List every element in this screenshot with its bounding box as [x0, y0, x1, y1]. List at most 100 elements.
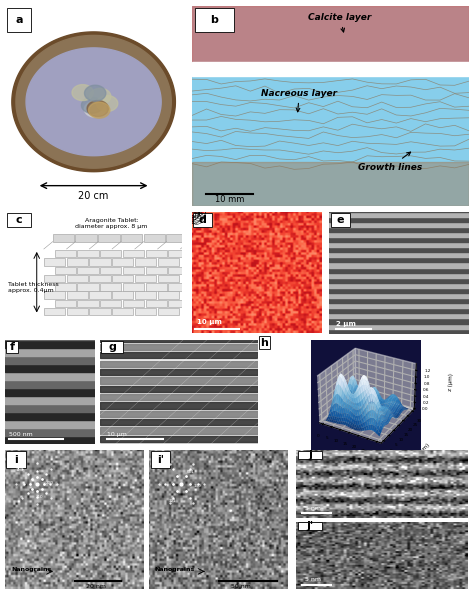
FancyBboxPatch shape: [195, 8, 234, 32]
Bar: [135, 291, 156, 299]
Polygon shape: [192, 6, 469, 66]
Polygon shape: [329, 324, 469, 328]
Text: e: e: [337, 215, 345, 225]
Bar: [66, 275, 88, 282]
Bar: [77, 300, 99, 307]
Polygon shape: [5, 381, 95, 388]
Polygon shape: [329, 283, 469, 288]
Bar: [135, 258, 156, 266]
Bar: [44, 275, 65, 282]
Polygon shape: [90, 88, 111, 104]
Polygon shape: [329, 268, 469, 272]
Text: 10 mm: 10 mm: [215, 195, 244, 204]
Text: 10 μm: 10 μm: [197, 319, 222, 325]
Bar: [112, 291, 133, 299]
Bar: [66, 308, 88, 315]
Polygon shape: [100, 444, 258, 451]
Bar: [157, 308, 179, 315]
Polygon shape: [100, 344, 258, 350]
Bar: [135, 275, 156, 282]
Text: 20 nm: 20 nm: [86, 583, 106, 589]
Text: a: a: [15, 15, 23, 25]
Bar: [146, 250, 167, 257]
Polygon shape: [72, 85, 93, 101]
Polygon shape: [329, 299, 469, 303]
Bar: [55, 283, 76, 290]
Polygon shape: [166, 234, 188, 241]
Polygon shape: [100, 369, 258, 375]
Polygon shape: [5, 372, 95, 380]
Polygon shape: [98, 234, 119, 241]
Polygon shape: [329, 278, 469, 283]
Bar: [123, 300, 144, 307]
Text: Aragonite Tablet:
diameter approx. 8 μm: Aragonite Tablet: diameter approx. 8 μm: [75, 218, 147, 229]
Polygon shape: [5, 349, 95, 356]
Polygon shape: [5, 389, 95, 396]
Text: Nanograins: Nanograins: [12, 567, 52, 572]
Text: b: b: [210, 15, 218, 25]
Bar: [44, 308, 65, 315]
X-axis label: x (μm): x (μm): [326, 459, 344, 470]
Bar: [89, 258, 110, 266]
Polygon shape: [87, 101, 109, 116]
FancyBboxPatch shape: [7, 213, 31, 228]
Polygon shape: [329, 237, 469, 242]
Bar: [77, 283, 99, 290]
Polygon shape: [100, 319, 258, 325]
Bar: [168, 266, 190, 274]
Polygon shape: [329, 227, 469, 232]
Text: j: j: [308, 450, 312, 460]
Polygon shape: [100, 386, 258, 392]
Polygon shape: [96, 95, 118, 111]
Polygon shape: [26, 48, 161, 156]
Text: 20 cm: 20 cm: [78, 191, 109, 201]
Polygon shape: [84, 85, 106, 101]
FancyBboxPatch shape: [7, 8, 31, 32]
Polygon shape: [75, 234, 97, 241]
Text: 5 nm: 5 nm: [305, 578, 321, 582]
FancyBboxPatch shape: [298, 522, 322, 530]
Bar: [44, 291, 65, 299]
Polygon shape: [329, 319, 469, 324]
Polygon shape: [100, 402, 258, 409]
Bar: [168, 300, 190, 307]
Polygon shape: [100, 352, 258, 359]
Text: Calcite layer: Calcite layer: [309, 13, 372, 32]
Bar: [123, 266, 144, 274]
Text: 10 μm: 10 μm: [108, 432, 128, 437]
Y-axis label: y (μm): y (μm): [414, 442, 431, 458]
Text: g: g: [108, 342, 116, 352]
Polygon shape: [192, 62, 469, 76]
Polygon shape: [5, 421, 95, 428]
Polygon shape: [329, 273, 469, 278]
Polygon shape: [12, 32, 175, 172]
Bar: [100, 266, 121, 274]
Text: 50 nm: 50 nm: [231, 583, 251, 589]
Bar: [100, 283, 121, 290]
Polygon shape: [329, 257, 469, 262]
Bar: [66, 258, 88, 266]
Polygon shape: [329, 263, 469, 268]
Polygon shape: [329, 217, 469, 222]
Text: i': i': [157, 455, 164, 465]
Polygon shape: [100, 336, 258, 342]
Polygon shape: [329, 207, 469, 212]
Bar: [66, 291, 88, 299]
Bar: [89, 275, 110, 282]
Bar: [168, 283, 190, 290]
Polygon shape: [100, 427, 258, 434]
Polygon shape: [329, 288, 469, 293]
Polygon shape: [5, 412, 95, 420]
Text: 500 nm: 500 nm: [9, 432, 33, 437]
Polygon shape: [89, 102, 110, 118]
Text: 5 nm: 5 nm: [305, 506, 321, 511]
FancyBboxPatch shape: [331, 213, 350, 228]
Polygon shape: [5, 437, 95, 444]
Bar: [44, 258, 65, 266]
Polygon shape: [100, 452, 258, 459]
Polygon shape: [100, 394, 258, 401]
Bar: [157, 291, 179, 299]
FancyBboxPatch shape: [151, 451, 170, 468]
Polygon shape: [329, 247, 469, 252]
Polygon shape: [5, 396, 95, 404]
